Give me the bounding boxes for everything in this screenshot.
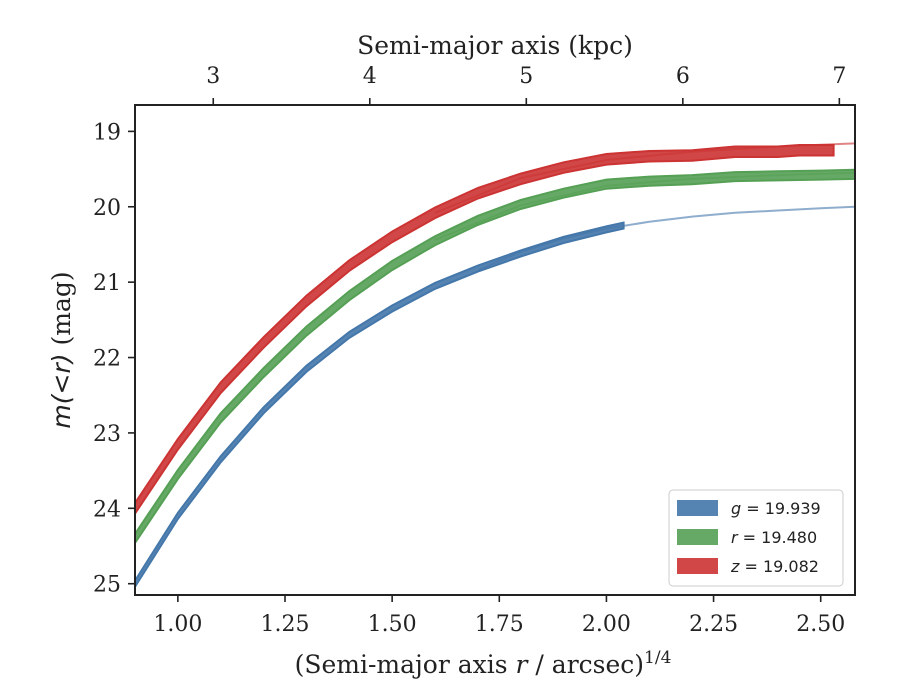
x-axis-title-suffix: / arcsec): [527, 650, 644, 679]
top-tick-label: 4: [363, 64, 377, 89]
top-tick-label: 3: [206, 64, 220, 89]
legend-variable: z: [730, 557, 740, 576]
x-axis-title-exponent: 1/4: [644, 648, 671, 668]
x-tick-label: 2.00: [582, 612, 631, 637]
profile-band-g: [135, 221, 625, 589]
profile-band-r: [135, 168, 855, 545]
top-axis-ticks: 3 4 5 6 7: [206, 64, 846, 105]
legend-label-z: z = 19.082: [730, 557, 819, 576]
top-tick-label: 5: [519, 64, 533, 89]
y-tick-label: 19: [93, 120, 121, 145]
y-tick-label: 21: [93, 271, 121, 296]
left-axis-ticks: 19 20 21 22 23 24 25: [93, 120, 135, 598]
y-tick-label: 22: [93, 347, 121, 372]
profile-bands: [135, 144, 855, 589]
y-tick-label: 23: [93, 422, 121, 447]
x-tick-label: 2.25: [689, 612, 738, 637]
x-tick-label: 1.00: [153, 612, 202, 637]
x-tick-label: 1.75: [475, 612, 524, 637]
top-tick-label: 6: [676, 64, 690, 89]
legend-variable: r: [731, 528, 739, 547]
x-tick-label: 1.50: [368, 612, 417, 637]
x-tick-label: 1.25: [261, 612, 310, 637]
y-tick-label: 25: [93, 573, 121, 598]
legend-variable: g: [731, 499, 741, 518]
legend-swatch-z: [677, 558, 718, 574]
top-axis-title: Semi-major axis (kpc): [357, 31, 633, 60]
legend-value: = 19.082: [739, 557, 819, 576]
x-axis-title-prefix: (Semi-major axis: [295, 650, 516, 679]
legend-value: = 19.480: [738, 528, 818, 547]
profile-band-z: [135, 144, 835, 516]
bottom-axis-ticks: 1.00 1.25 1.50 1.75 2.00 2.25 2.50: [153, 595, 845, 637]
y-axis-title-unit: (mag): [47, 271, 76, 353]
model-curve-g: [477, 205, 855, 272]
y-tick-label: 20: [93, 196, 121, 221]
legend-swatch-g: [677, 500, 718, 516]
legend-label-g: g = 19.939: [731, 499, 821, 518]
x-axis-title-variable: r: [516, 650, 530, 679]
legend-value: = 19.939: [741, 499, 821, 518]
legend-label-r: r = 19.480: [731, 528, 817, 547]
y-axis-title-math: m(<r): [47, 353, 76, 428]
plot-frame: [134, 104, 856, 596]
y-axis-title: m(<r) (mag): [47, 271, 76, 428]
top-tick-label: 7: [832, 64, 846, 89]
x-axis-title: (Semi-major axis r / arcsec)1/4: [295, 648, 672, 679]
legend-swatch-r: [677, 529, 718, 545]
x-tick-label: 2.50: [796, 612, 845, 637]
y-tick-label: 24: [93, 497, 121, 522]
